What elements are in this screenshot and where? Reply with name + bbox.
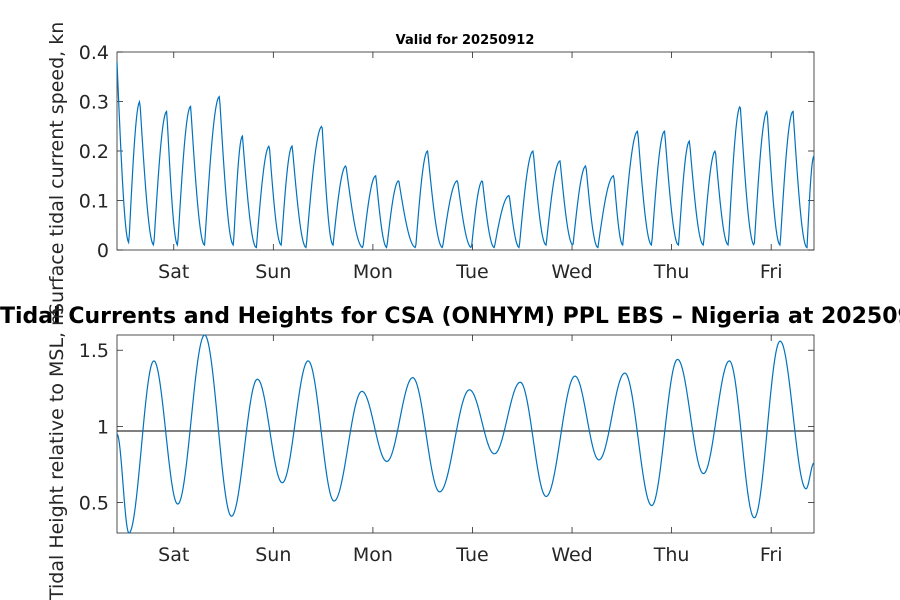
current-speed-plot-area [116,51,815,251]
tidal-height-y-ticks: 0.5 1 1.5 [79,340,814,515]
tidal-height-x-tick-label: Sun [255,544,291,566]
current-speed-y-tick-label: 0.4 [79,42,109,64]
current-speed-y-tick-label: 0.1 [79,191,109,213]
current-speed-y-tick-label: 0.2 [79,141,109,163]
tidal-height-x-tick-label: Wed [551,544,592,566]
current-speed-y-tick-label: 0.3 [79,92,109,114]
tidal-height-chart: 0.5 1 1.5 Sat Sun Mon Tue Wed Thu Fri [79,334,815,566]
tidal-height-x-tick-label: Sat [158,544,189,566]
tidal-height-y-axis-label: Tidal Height relative to MSL, m [46,307,68,600]
tidal-height-y-tick-label: 1.5 [79,340,109,362]
current-speed-x-tick-label: Fri [760,261,783,283]
current-speed-x-tick-label: Wed [551,261,592,283]
current-speed-chart-title: Valid for 20250912 [396,33,535,48]
current-speed-y-axis-label: Surface tidal current speed, kn [46,22,68,315]
tidal-height-x-ticks: Sat Sun Mon Tue Wed Thu Fri [158,335,783,566]
current-speed-x-tick-label: Sat [158,261,189,283]
main-chart-title: Tidal Currents and Heights for CSA (ONHY… [0,304,900,329]
current-speed-y-ticks: 0 0.1 0.2 0.3 0.4 [79,42,814,262]
tidal-height-plot-area [116,334,815,534]
current-speed-chart: Valid for 20250912 0 0.1 0.2 0.3 0.4 Sat Sun M… [79,33,815,283]
tidal-height-y-tick-label: 0.5 [79,493,109,515]
current-speed-x-tick-label: Tue [455,261,488,283]
current-speed-x-tick-label: Mon [353,261,393,283]
tidal-height-y-tick-label: 1 [97,416,109,438]
current-speed-x-tick-label: Sun [255,261,291,283]
tidal-height-x-tick-label: Fri [760,544,783,566]
current-speed-series-line [116,61,815,249]
tidal-height-x-tick-label: Thu [653,544,690,566]
tidal-height-x-tick-label: Tue [455,544,488,566]
tidal-height-x-tick-label: Mon [353,544,393,566]
current-speed-y-tick-label: 0 [97,240,109,262]
tidal-height-series-line [116,334,815,534]
current-speed-x-tick-label: Thu [653,261,690,283]
current-speed-x-ticks: Sat Sun Mon Tue Wed Thu Fri [158,52,783,283]
